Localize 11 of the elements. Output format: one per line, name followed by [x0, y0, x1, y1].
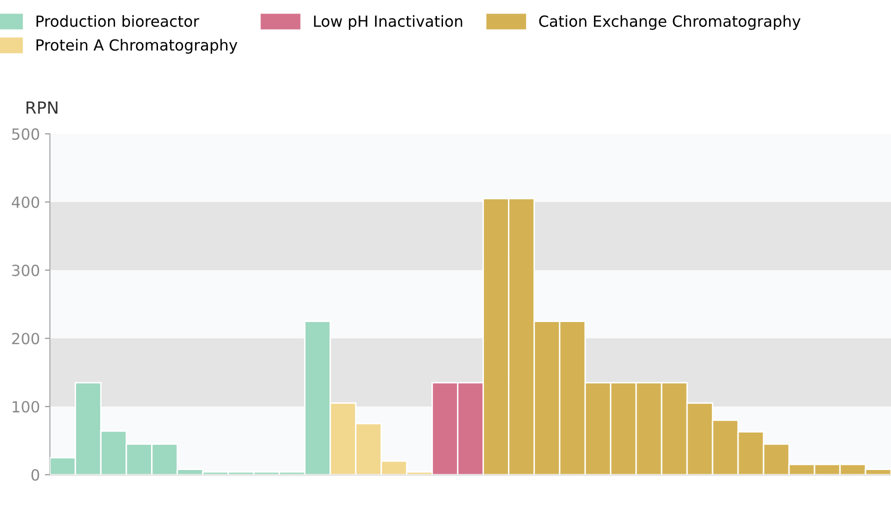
y-tick-label: 200	[12, 332, 40, 344]
y-axis-title: RPN	[26, 101, 58, 114]
legend-label: Production bioreactor	[36, 15, 200, 27]
legend-label: Cation Exchange Chromatography	[539, 15, 800, 30]
legend-label: Low pH Inactivation	[314, 15, 462, 30]
legend-label: Protein A Chromatography	[36, 38, 238, 54]
y-tick-label: 0	[31, 469, 40, 481]
y-tick-label: 400	[12, 196, 40, 208]
y-tick-label: 100	[12, 400, 40, 413]
y-tick-label: 500	[12, 128, 40, 140]
y-tick-label: 300	[12, 264, 40, 276]
